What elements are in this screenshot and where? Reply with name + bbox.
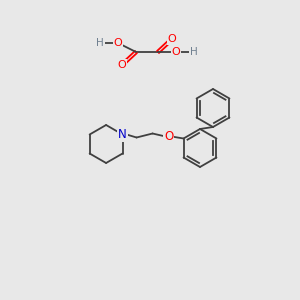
Text: N: N	[118, 128, 127, 141]
Text: O: O	[114, 38, 122, 48]
Text: O: O	[168, 34, 176, 44]
Text: H: H	[190, 47, 198, 57]
Text: O: O	[164, 130, 173, 143]
Text: O: O	[172, 47, 180, 57]
Text: O: O	[118, 60, 126, 70]
Text: H: H	[96, 38, 104, 48]
